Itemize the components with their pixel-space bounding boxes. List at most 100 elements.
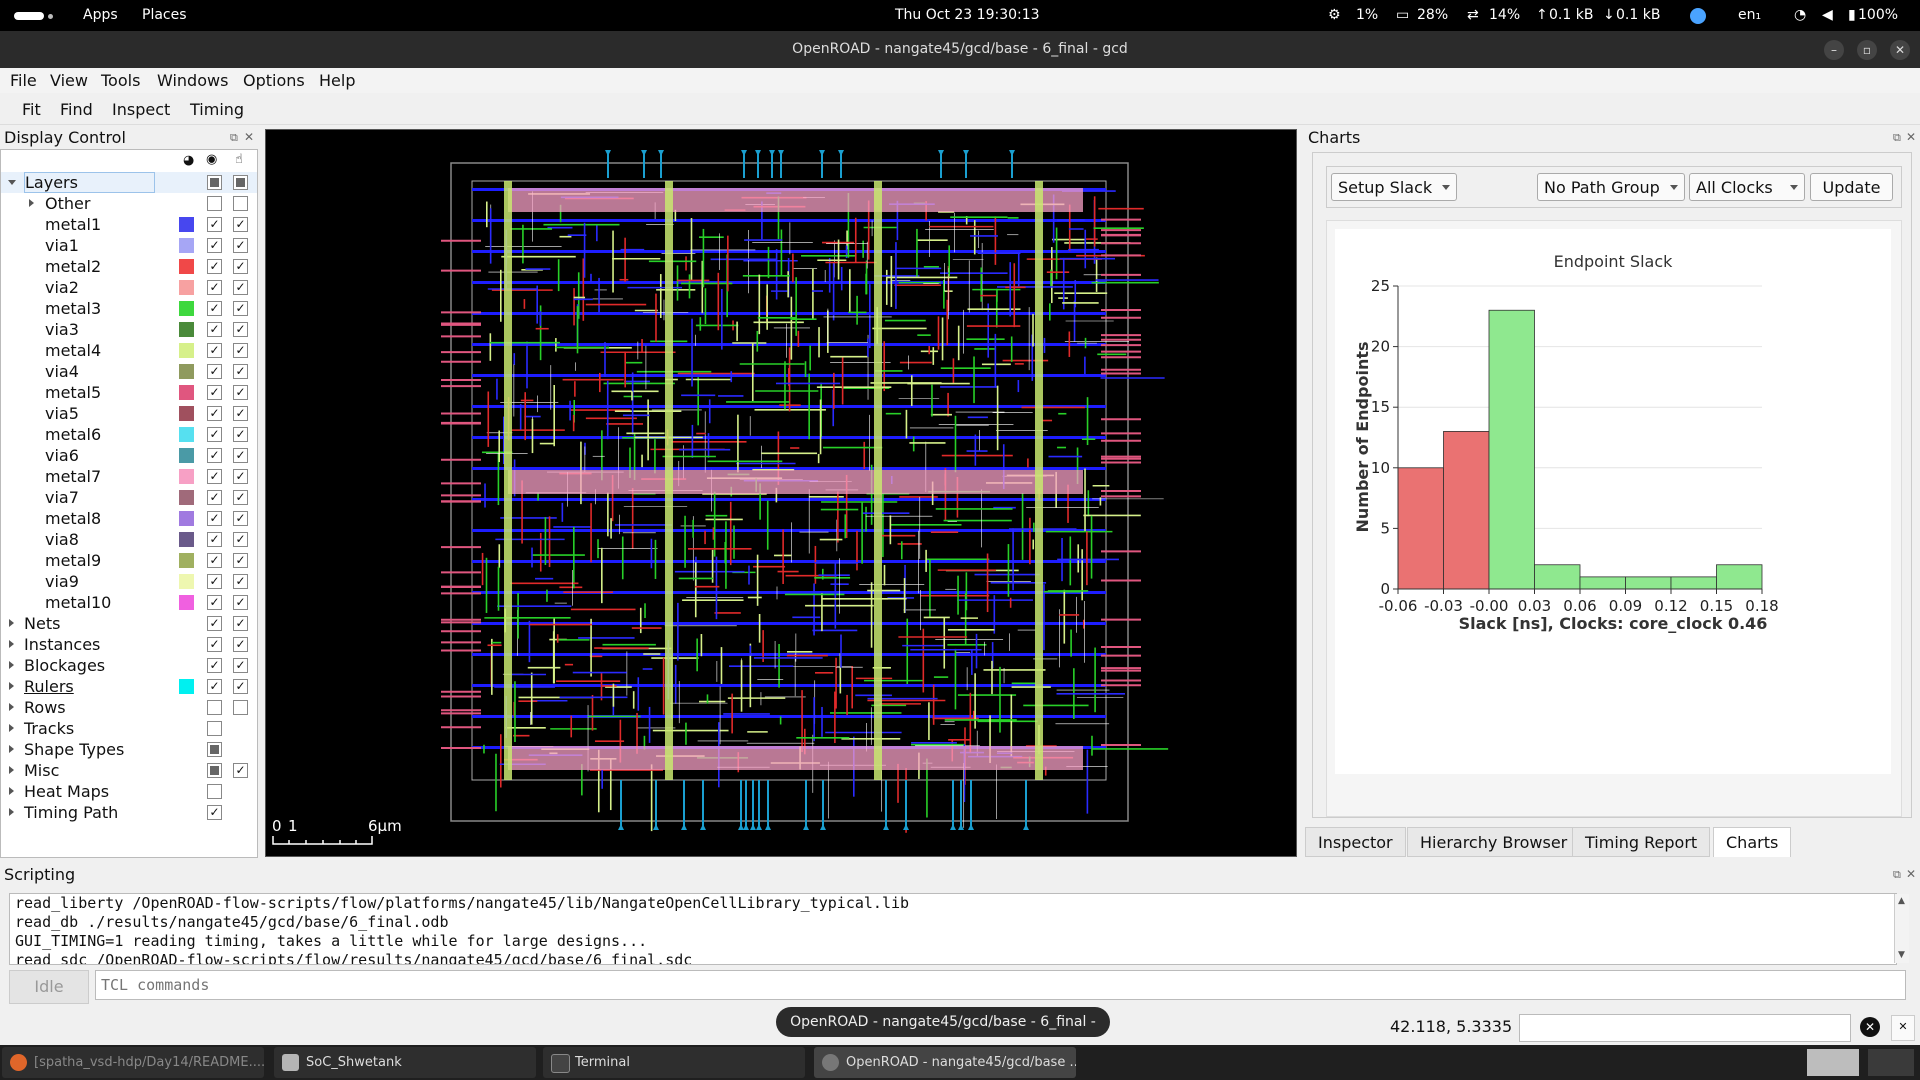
expand-icon[interactable]: [29, 199, 34, 207]
volume-icon[interactable]: ◀: [1822, 7, 1833, 23]
battery-icon[interactable]: ▮: [1848, 7, 1856, 23]
task-openroad[interactable]: OpenROAD - nangate45/gcd/base ...: [814, 1047, 1076, 1078]
display-control-float-icon[interactable]: ⧉: [230, 131, 238, 144]
layer-color-swatch[interactable]: [179, 301, 194, 316]
tab-timing-report[interactable]: Timing Report: [1572, 827, 1711, 857]
layer-row-via2[interactable]: via2 ✓ ✓: [1, 277, 257, 298]
layer-color-swatch[interactable]: [179, 259, 194, 274]
tcl-command-input[interactable]: [95, 970, 1906, 1000]
layer-color-swatch[interactable]: [179, 364, 194, 379]
layer-selectable-checkbox[interactable]: ✓: [233, 427, 248, 442]
layer-visible-checkbox[interactable]: ✓: [207, 364, 222, 379]
group-checkbox[interactable]: ✓: [207, 805, 222, 820]
layer-selectable-checkbox[interactable]: ✓: [233, 406, 248, 421]
layer-selectable-checkbox[interactable]: ✓: [233, 595, 248, 610]
display-control-close-icon[interactable]: ✕: [244, 130, 255, 144]
menu-tools[interactable]: Tools: [101, 71, 141, 90]
tab-charts[interactable]: Charts: [1713, 827, 1792, 857]
tree-item-nets[interactable]: Nets ✓ ✓: [1, 613, 257, 634]
group-checkbox[interactable]: ✓: [233, 763, 248, 778]
expand-icon[interactable]: [9, 787, 14, 795]
window-title-bar[interactable]: OpenROAD - nangate45/gcd/base - 6_final …: [0, 31, 1920, 68]
layer-visible-checkbox[interactable]: ✓: [207, 595, 222, 610]
tree-item-misc[interactable]: Misc ✓: [1, 760, 257, 781]
group-checkbox[interactable]: ✓: [233, 616, 248, 631]
menu-file[interactable]: File: [10, 71, 37, 90]
slack-type-select[interactable]: Setup Slack: [1331, 173, 1457, 201]
layer-visible-checkbox[interactable]: ✓: [207, 238, 222, 253]
layer-selectable-checkbox[interactable]: ✓: [233, 448, 248, 463]
tree-item-other[interactable]: Other: [1, 193, 257, 214]
group-checkbox[interactable]: ✓: [207, 616, 222, 631]
layer-selectable-checkbox[interactable]: ✓: [233, 259, 248, 274]
layer-selectable-checkbox[interactable]: ✓: [233, 364, 248, 379]
tree-item-instances[interactable]: Instances ✓ ✓: [1, 634, 257, 655]
layer-selectable-checkbox[interactable]: ✓: [233, 280, 248, 295]
layer-selectable-checkbox[interactable]: ✓: [233, 511, 248, 526]
layer-row-via4[interactable]: via4 ✓ ✓: [1, 361, 257, 382]
update-button[interactable]: Update: [1810, 173, 1893, 201]
workspace-switcher-2[interactable]: [1868, 1049, 1914, 1076]
expand-icon[interactable]: [9, 703, 14, 711]
group-checkbox[interactable]: ✓: [207, 658, 222, 673]
layer-row-via6[interactable]: via6 ✓ ✓: [1, 445, 257, 466]
group-color-swatch[interactable]: [179, 679, 194, 694]
layer-color-swatch[interactable]: [179, 238, 194, 253]
scroll-down-icon[interactable]: ▼: [1898, 950, 1905, 960]
layer-row-metal3[interactable]: metal3 ✓ ✓: [1, 298, 257, 319]
tree-item-layers[interactable]: Layers: [1, 172, 257, 193]
inspect-button[interactable]: Inspect: [112, 100, 171, 119]
layer-row-metal5[interactable]: metal5 ✓ ✓: [1, 382, 257, 403]
expand-icon[interactable]: [9, 619, 14, 627]
clock-select[interactable]: All Clocks: [1689, 173, 1805, 201]
layer-visible-checkbox[interactable]: ✓: [207, 532, 222, 547]
layer-color-swatch[interactable]: [179, 469, 194, 484]
charts-close-icon[interactable]: ✕: [1906, 130, 1917, 144]
layer-visible-checkbox[interactable]: ✓: [207, 259, 222, 274]
group-checkbox[interactable]: [207, 742, 222, 757]
console-scrollbar[interactable]: ▲ ▼: [1894, 894, 1909, 963]
layer-visible-checkbox[interactable]: ✓: [207, 574, 222, 589]
layer-row-via8[interactable]: via8 ✓ ✓: [1, 529, 257, 550]
tree-item-blockages[interactable]: Blockages ✓ ✓: [1, 655, 257, 676]
keyboard-layout[interactable]: en₁: [1738, 7, 1762, 23]
layer-row-metal6[interactable]: metal6 ✓ ✓: [1, 424, 257, 445]
layer-selectable-checkbox[interactable]: ✓: [233, 343, 248, 358]
layer-selectable-checkbox[interactable]: ✓: [233, 322, 248, 337]
app-indicator-icon[interactable]: [1690, 8, 1706, 24]
group-checkbox[interactable]: ✓: [233, 679, 248, 694]
group-checkbox[interactable]: ✓: [233, 658, 248, 673]
layer-visible-checkbox[interactable]: ✓: [207, 385, 222, 400]
menu-windows[interactable]: Windows: [157, 71, 229, 90]
expand-icon[interactable]: [9, 640, 14, 648]
layer-color-swatch[interactable]: [179, 490, 194, 505]
tree-item-timing-path[interactable]: Timing Path ✓: [1, 802, 257, 823]
layers-visible-checkbox[interactable]: [207, 175, 222, 190]
layer-selectable-checkbox[interactable]: ✓: [233, 532, 248, 547]
layer-row-metal9[interactable]: metal9 ✓ ✓: [1, 550, 257, 571]
close-button[interactable]: ✕: [1890, 40, 1910, 60]
group-checkbox[interactable]: [207, 721, 222, 736]
layer-visible-checkbox[interactable]: ✓: [207, 511, 222, 526]
expand-icon[interactable]: [9, 661, 14, 669]
layer-row-via9[interactable]: via9 ✓ ✓: [1, 571, 257, 592]
task-firefox[interactable]: [spatha_vsd-hdp/Day14/README....: [2, 1047, 264, 1078]
places-menu[interactable]: Places: [142, 7, 187, 23]
tree-item-rulers[interactable]: Rulers ✓ ✓: [1, 676, 257, 697]
script-output[interactable]: read_liberty /OpenROAD-flow-scripts/flow…: [9, 893, 1897, 965]
find-button[interactable]: Find: [60, 100, 93, 119]
layer-selectable-checkbox[interactable]: ✓: [233, 469, 248, 484]
layer-visible-checkbox[interactable]: ✓: [207, 280, 222, 295]
layers-selectable-checkbox[interactable]: [233, 175, 248, 190]
activities-indicator[interactable]: [14, 12, 44, 20]
tree-item-heat-maps[interactable]: Heat Maps: [1, 781, 257, 802]
layer-color-swatch[interactable]: [179, 217, 194, 232]
tab-inspector[interactable]: Inspector: [1305, 827, 1406, 857]
layer-visible-checkbox[interactable]: ✓: [207, 406, 222, 421]
layout-canvas[interactable]: [266, 130, 1296, 856]
layer-selectable-checkbox[interactable]: ✓: [233, 217, 248, 232]
fit-button[interactable]: Fit: [22, 100, 41, 119]
apps-menu[interactable]: Apps: [83, 7, 118, 23]
group-checkbox[interactable]: [207, 784, 222, 799]
layer-row-metal1[interactable]: metal1 ✓ ✓: [1, 214, 257, 235]
